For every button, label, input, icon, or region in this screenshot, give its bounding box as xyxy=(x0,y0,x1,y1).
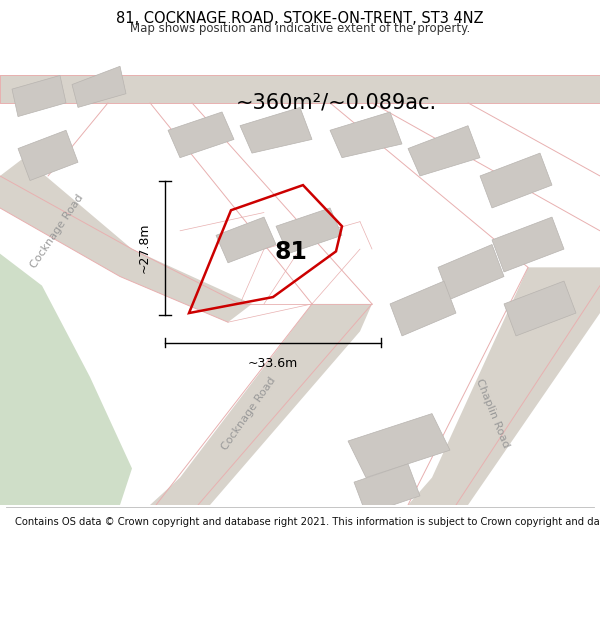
Polygon shape xyxy=(0,158,252,322)
Polygon shape xyxy=(348,414,450,478)
Polygon shape xyxy=(12,76,66,116)
Polygon shape xyxy=(408,268,600,505)
Polygon shape xyxy=(330,112,402,158)
Text: Cocknage Road: Cocknage Road xyxy=(29,192,85,269)
Text: 81: 81 xyxy=(275,240,307,264)
Polygon shape xyxy=(18,130,78,181)
Polygon shape xyxy=(276,208,342,254)
Text: ~33.6m: ~33.6m xyxy=(248,357,298,370)
Polygon shape xyxy=(492,217,564,272)
Text: Contains OS data © Crown copyright and database right 2021. This information is : Contains OS data © Crown copyright and d… xyxy=(15,517,600,527)
Polygon shape xyxy=(0,76,600,103)
Text: ~360m²/~0.089ac.: ~360m²/~0.089ac. xyxy=(235,93,437,113)
Text: 81, COCKNAGE ROAD, STOKE-ON-TRENT, ST3 4NZ: 81, COCKNAGE ROAD, STOKE-ON-TRENT, ST3 4… xyxy=(116,11,484,26)
Text: ~27.8m: ~27.8m xyxy=(137,222,151,273)
Text: Map shows position and indicative extent of the property.: Map shows position and indicative extent… xyxy=(130,21,470,34)
Polygon shape xyxy=(438,244,504,299)
Polygon shape xyxy=(0,254,132,505)
Polygon shape xyxy=(354,464,420,514)
Polygon shape xyxy=(408,126,480,176)
Polygon shape xyxy=(390,281,456,336)
Polygon shape xyxy=(504,281,576,336)
Text: Cocknage Road: Cocknage Road xyxy=(220,375,278,452)
Polygon shape xyxy=(216,217,276,262)
Polygon shape xyxy=(480,153,552,208)
Polygon shape xyxy=(168,112,234,158)
Polygon shape xyxy=(150,304,372,505)
Polygon shape xyxy=(240,107,312,153)
Polygon shape xyxy=(72,66,126,108)
Text: Chaplin Road: Chaplin Road xyxy=(473,378,511,449)
